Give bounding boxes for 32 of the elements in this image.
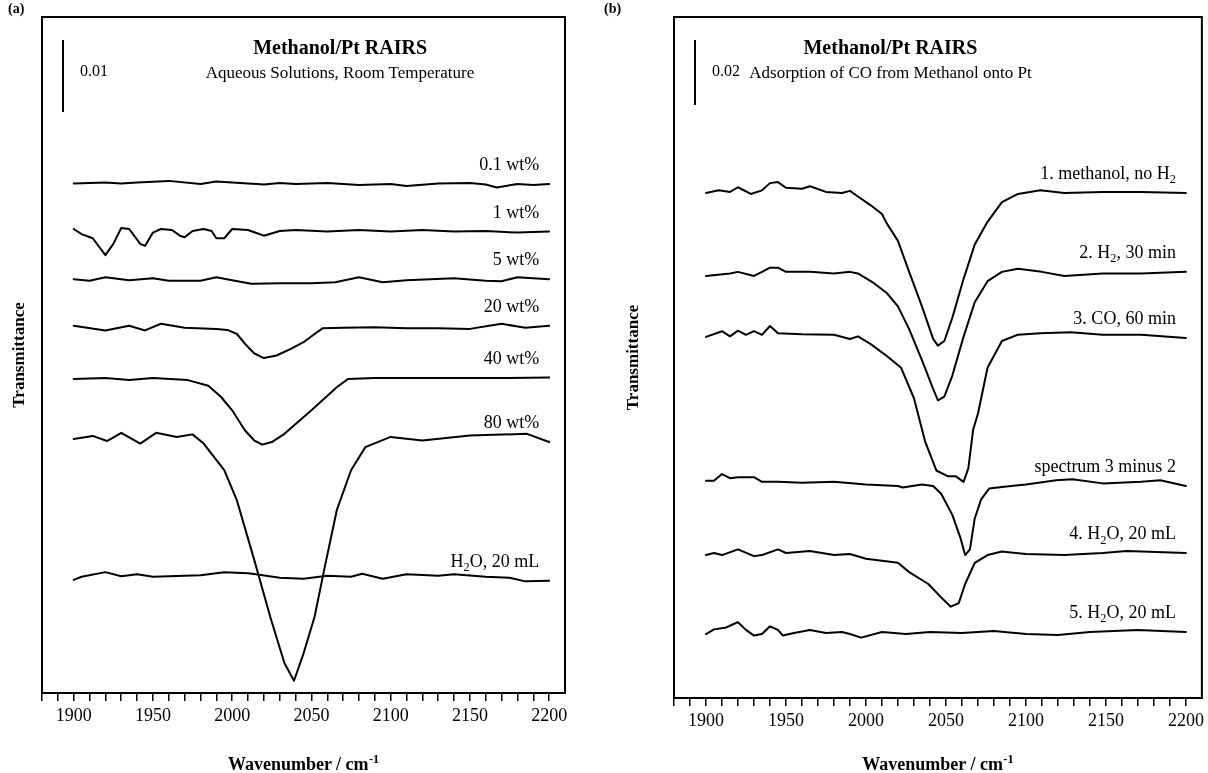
series-label: 20 wt% — [483, 295, 540, 316]
x-tick-label: 2200 — [531, 704, 568, 725]
chart-subtitle: Aqueous Solutions, Room Temperature — [205, 63, 475, 82]
x-tick-label: 1900 — [687, 709, 724, 730]
x-tick-label: 2000 — [214, 704, 251, 725]
x-tick-label: 1950 — [134, 704, 171, 725]
x-tick-label: 2050 — [293, 704, 330, 725]
chart-title: Methanol/Pt RAIRS — [803, 36, 978, 58]
x-tick-label: 2100 — [1007, 709, 1044, 730]
series-label: 5 wt% — [492, 249, 540, 270]
y-axis-title: Transmittance — [623, 304, 642, 411]
series-label: 80 wt% — [483, 412, 540, 433]
x-tick-label: 2150 — [1087, 709, 1124, 730]
y-axis-title: Transmittance — [9, 301, 28, 408]
series-label: 3. CO, 60 min — [1073, 307, 1176, 328]
text: (a) — [8, 1, 25, 17]
x-tick-label: 2100 — [372, 704, 409, 725]
text: 0.02 — [712, 62, 740, 79]
x-tick-label: 2200 — [1167, 709, 1204, 730]
series-label: spectrum 3 minus 2 — [1034, 455, 1176, 476]
chart-title: Methanol/Pt RAIRS — [253, 36, 428, 58]
x-tick-label: 2150 — [451, 704, 488, 725]
series-label: 40 wt% — [483, 347, 540, 368]
text: 0.01 — [80, 62, 108, 79]
x-tick-label: 1900 — [55, 704, 92, 725]
x-tick-label: 2000 — [847, 709, 884, 730]
series-label: 1 wt% — [492, 201, 540, 222]
x-tick-label: 1950 — [767, 709, 804, 730]
x-tick-label: 2050 — [927, 709, 964, 730]
chart-subtitle: Adsorption of CO from Methanol onto Pt — [749, 63, 1032, 82]
series-label: 0.1 wt% — [479, 153, 540, 174]
text: (b) — [604, 1, 622, 17]
